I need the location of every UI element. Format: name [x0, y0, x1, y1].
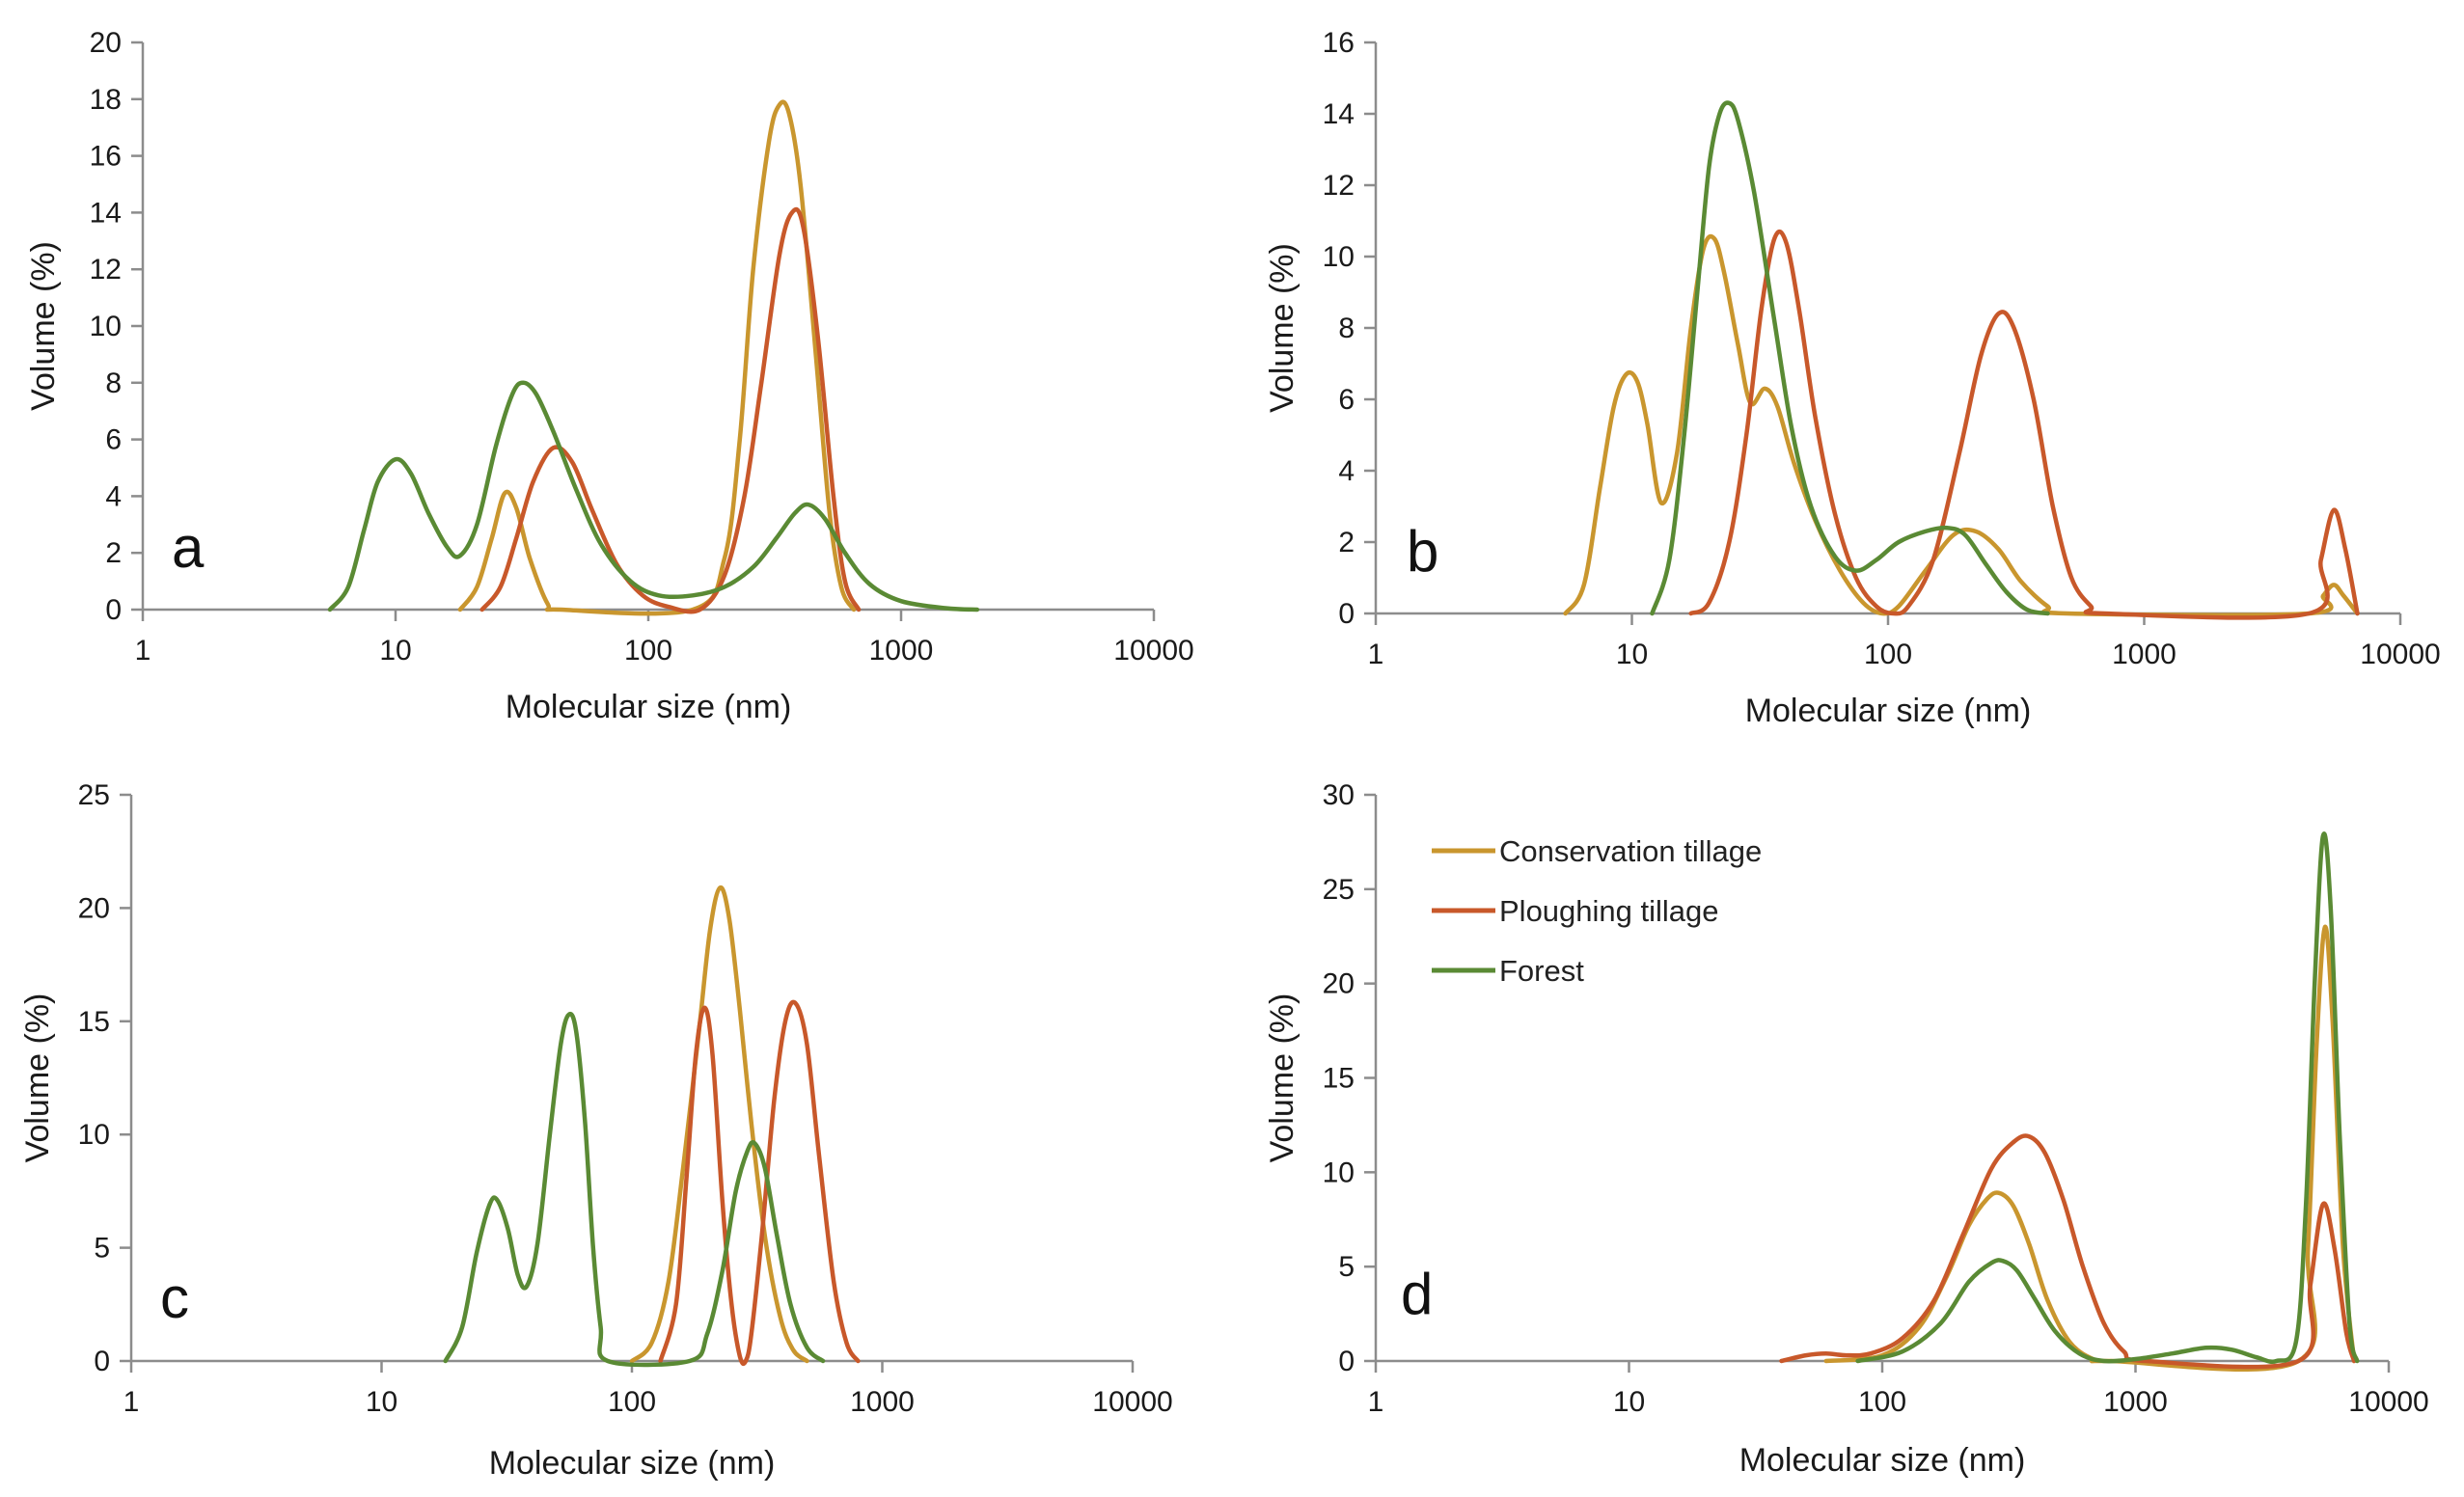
x-axis-label: Molecular size (nm): [489, 1445, 776, 1482]
x-tick-label: 100: [608, 1386, 656, 1418]
series-line-forest: [1855, 831, 2360, 1365]
y-tick-label: 10: [1323, 1157, 1355, 1188]
x-tick-label: 10000: [2360, 639, 2440, 670]
panel-letter: b: [1407, 519, 1438, 584]
x-tick-label: 1: [123, 1386, 140, 1418]
x-tick-label: 100: [1864, 639, 1912, 670]
panel-a: 0 2 4 6 8 10 12 14 16 18 20 1 10 100 1000 10000 Molecula…: [25, 27, 1194, 725]
x-tick-label: 1000: [2103, 1386, 2168, 1418]
panel-c: 0 5 10 15 20 25 1 10 100 1000 10000 Molecular size …: [19, 779, 1173, 1482]
y-tick-label: 0: [1338, 1346, 1355, 1377]
y-axis-label: Volume (%): [19, 993, 56, 1163]
panel-letter: a: [172, 515, 205, 580]
y-tick-label: 20: [78, 892, 110, 924]
y-tick-label: 30: [1323, 779, 1355, 811]
legend-label: Conservation tillage: [1499, 834, 1762, 868]
y-tick-label: 20: [90, 27, 122, 59]
x-axis-label: Molecular size (nm): [506, 689, 792, 725]
y-tick-label: 5: [1338, 1251, 1355, 1283]
y-tick-label: 4: [105, 480, 122, 512]
series-line-forest: [443, 1011, 826, 1368]
y-tick-label: 12: [1323, 170, 1355, 202]
x-tick-label: 100: [1858, 1386, 1906, 1418]
legend-label: Ploughing tillage: [1499, 894, 1719, 928]
x-tick-label: 1000: [2112, 639, 2177, 670]
y-tick-label: 8: [105, 367, 122, 399]
series-line-ploughing: [1779, 1133, 2357, 1370]
x-tick-label: 100: [624, 635, 672, 667]
y-tick-label: 14: [90, 197, 122, 229]
series-line-conservation: [1563, 233, 2360, 617]
x-tick-label: 10: [379, 635, 411, 667]
y-tick-label: 6: [105, 424, 122, 456]
x-tick-label: 1: [1368, 1386, 1384, 1418]
y-tick-label: 2: [105, 537, 122, 569]
y-tick-label: 0: [1338, 598, 1355, 630]
y-tick-label: 10: [1323, 241, 1355, 273]
series-line-ploughing: [479, 206, 862, 614]
y-tick-label: 18: [90, 84, 122, 116]
y-tick-label: 15: [1323, 1063, 1355, 1095]
x-axis-label: Molecular size (nm): [1739, 1442, 2026, 1479]
y-tick-label: 2: [1338, 527, 1355, 558]
y-tick-label: 6: [1338, 384, 1355, 416]
y-axis-label: Volume (%): [1264, 993, 1300, 1163]
y-tick-label: 15: [78, 1006, 110, 1038]
x-tick-label: 1: [1368, 639, 1384, 670]
x-tick-label: 1: [135, 635, 151, 667]
legend-label: Forest: [1499, 954, 1584, 988]
y-tick-label: 14: [1323, 98, 1355, 130]
y-tick-label: 20: [1323, 968, 1355, 1000]
x-tick-label: 10000: [1113, 635, 1193, 667]
y-tick-label: 12: [90, 254, 122, 286]
panel-d: 0 5 10 15 20 25 30 1 10 100 1000 10000 Molecular siz…: [1264, 779, 2429, 1479]
y-tick-label: 16: [1323, 27, 1355, 59]
series-line-forest: [1650, 100, 2050, 616]
series-line-ploughing: [658, 999, 861, 1367]
y-axis-label: Volume (%): [25, 241, 62, 411]
x-axis-label: Molecular size (nm): [1745, 693, 2032, 729]
series-line-conservation: [457, 99, 857, 616]
series-line-conservation: [1823, 924, 2357, 1373]
series-line-conservation: [629, 885, 809, 1364]
y-tick-label: 4: [1338, 455, 1355, 487]
panel-letter: c: [160, 1266, 189, 1330]
y-tick-label: 5: [94, 1233, 110, 1265]
series-line-forest: [327, 380, 980, 612]
legend: Conservation tillage Ploughing tillage For…: [1432, 834, 1762, 988]
y-tick-label: 10: [90, 311, 122, 342]
x-tick-label: 10000: [1092, 1386, 1172, 1418]
x-tick-label: 1000: [850, 1386, 915, 1418]
y-tick-label: 25: [1323, 874, 1355, 906]
y-tick-label: 8: [1338, 313, 1355, 344]
y-tick-label: 0: [94, 1346, 110, 1377]
x-tick-label: 10: [1616, 639, 1648, 670]
y-tick-label: 16: [90, 141, 122, 173]
x-tick-label: 10000: [2348, 1386, 2428, 1418]
x-tick-label: 1000: [869, 635, 934, 667]
y-axis-label: Volume (%): [1264, 243, 1300, 413]
y-tick-label: 0: [105, 594, 122, 626]
panel-letter: d: [1401, 1262, 1433, 1326]
x-tick-label: 10: [1613, 1386, 1645, 1418]
y-tick-label: 10: [78, 1119, 110, 1151]
y-tick-label: 25: [78, 779, 110, 811]
panel-b: 0 2 4 6 8 10 12 14 16 1 10 100 1000 10000 Molecular si…: [1264, 27, 2441, 729]
x-tick-label: 10: [366, 1386, 397, 1418]
